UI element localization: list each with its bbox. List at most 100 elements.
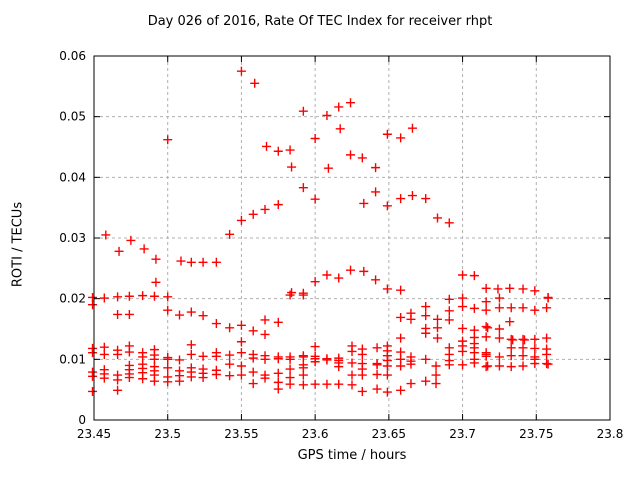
- data-point: [310, 277, 320, 287]
- data-point: [287, 288, 297, 298]
- data-point: [124, 373, 134, 383]
- data-point: [175, 355, 185, 365]
- data-point: [211, 370, 221, 379]
- data-point: [346, 265, 356, 275]
- data-point: [287, 162, 297, 172]
- data-point: [113, 309, 123, 319]
- data-point: [322, 110, 332, 120]
- y-tick-label: 0.03: [59, 231, 86, 245]
- y-tick-label: 0.06: [59, 49, 86, 63]
- data-point: [163, 354, 173, 364]
- data-point: [298, 352, 308, 362]
- data-point: [260, 329, 270, 339]
- data-point: [138, 374, 148, 384]
- data-point: [407, 191, 417, 201]
- data-point: [138, 291, 148, 301]
- data-point: [285, 145, 295, 155]
- data-point: [444, 218, 454, 228]
- data-point: [396, 194, 406, 204]
- data-point: [273, 368, 283, 378]
- data-point: [458, 293, 468, 303]
- data-point: [481, 297, 491, 307]
- data-point: [543, 359, 553, 369]
- data-point: [99, 293, 109, 303]
- data-point: [186, 257, 196, 267]
- data-point: [372, 343, 382, 353]
- data-point: [186, 340, 196, 350]
- data-point: [494, 324, 504, 334]
- data-point: [186, 307, 196, 317]
- y-tick-label: 0.05: [59, 110, 86, 124]
- data-point: [458, 360, 468, 370]
- data-point: [236, 215, 246, 225]
- data-point: [494, 303, 504, 313]
- data-point: [198, 373, 208, 383]
- data-point: [357, 370, 367, 380]
- data-point: [396, 285, 406, 295]
- data-point: [382, 387, 392, 397]
- data-point: [458, 270, 468, 280]
- data-point: [346, 98, 356, 108]
- data-point: [382, 284, 392, 294]
- data-point: [163, 377, 173, 387]
- data-point: [298, 106, 308, 116]
- data-point: [431, 379, 441, 389]
- data-point: [126, 235, 136, 245]
- data-point: [508, 335, 518, 345]
- data-point: [481, 305, 491, 315]
- data-point: [483, 323, 493, 333]
- data-point: [518, 303, 528, 313]
- data-point: [124, 347, 134, 357]
- data-point: [236, 370, 246, 380]
- data-point: [493, 284, 503, 294]
- data-point: [334, 273, 344, 283]
- data-point: [371, 163, 381, 173]
- data-point: [163, 305, 173, 315]
- data-point: [273, 354, 283, 364]
- y-tick-label: 0.04: [59, 170, 86, 184]
- data-point: [250, 78, 260, 88]
- data-point: [88, 386, 98, 396]
- data-point: [506, 351, 516, 361]
- data-point: [248, 367, 258, 377]
- data-point: [469, 358, 479, 368]
- data-point: [273, 317, 283, 327]
- data-point: [382, 201, 392, 211]
- data-point: [433, 213, 443, 223]
- data-point: [444, 294, 454, 304]
- data-point: [382, 361, 392, 371]
- data-point: [149, 376, 159, 386]
- data-point: [530, 343, 540, 353]
- data-point: [236, 66, 246, 76]
- data-point: [113, 349, 123, 359]
- data-point: [198, 311, 208, 321]
- data-point: [322, 379, 332, 389]
- data-point: [458, 302, 468, 312]
- x-tick-label: 23.8: [597, 427, 624, 441]
- data-point: [372, 370, 382, 379]
- x-tick-label: 23.55: [224, 427, 258, 441]
- data-point: [88, 371, 98, 381]
- data-point: [506, 343, 516, 353]
- data-point: [421, 311, 431, 321]
- x-tick-label: 23.5: [154, 427, 181, 441]
- x-tick-label: 23.7: [449, 427, 476, 441]
- data-point: [260, 204, 270, 214]
- data-point: [469, 271, 479, 281]
- data-point: [225, 350, 235, 360]
- data-point: [99, 349, 109, 359]
- data-point: [347, 380, 357, 390]
- data-point: [176, 256, 186, 266]
- data-point: [396, 385, 406, 395]
- data-point: [113, 292, 123, 302]
- data-point: [163, 292, 173, 302]
- data-point: [506, 303, 516, 313]
- data-point: [285, 354, 295, 364]
- data-point: [469, 303, 479, 313]
- data-point: [310, 342, 320, 352]
- data-point: [322, 270, 332, 280]
- data-point: [322, 355, 332, 365]
- data-point: [114, 246, 124, 256]
- data-point: [334, 102, 344, 112]
